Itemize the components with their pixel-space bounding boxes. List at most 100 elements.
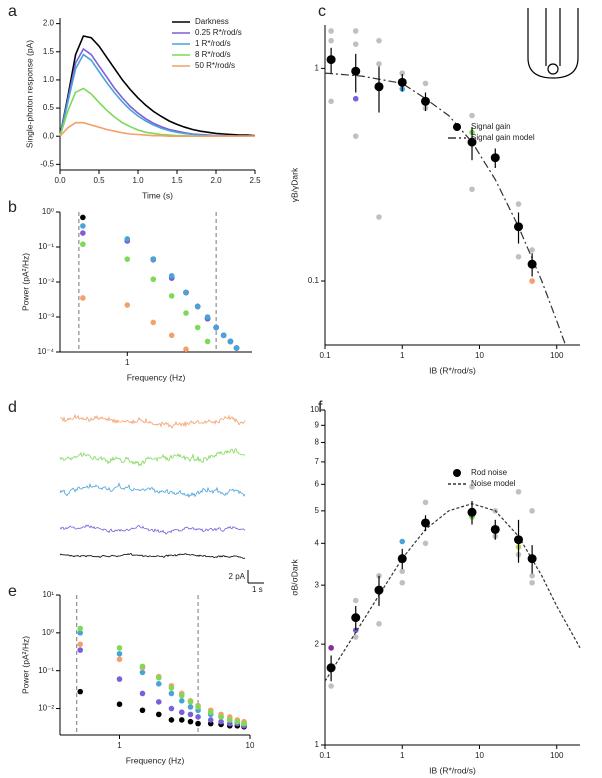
y-tick-label: 2 xyxy=(315,639,320,648)
y-tick-label: -0.5 xyxy=(40,159,54,168)
data-point xyxy=(529,247,535,253)
y-tick-label: 0.0 xyxy=(43,131,55,140)
y-tick-label: 1.5 xyxy=(43,47,55,56)
y-axis-label: Power (pA²/Hz) xyxy=(20,253,30,311)
data-point xyxy=(376,214,382,220)
noise-trace xyxy=(59,524,246,535)
legend-label: Rod noise xyxy=(471,468,508,477)
mean-point xyxy=(351,613,361,623)
legend-label: 0.25 R*/rod/s xyxy=(195,28,242,37)
x-tick-label: 1.0 xyxy=(132,176,144,185)
data-point xyxy=(168,717,175,723)
data-point xyxy=(150,319,157,326)
mean-point xyxy=(514,535,524,545)
x-axis-label: Frequency (Hz) xyxy=(127,372,186,382)
mean-point xyxy=(514,222,524,232)
data-point xyxy=(195,704,201,710)
data-point xyxy=(77,630,84,636)
series-line xyxy=(59,35,256,137)
x-tick-label: 1 xyxy=(400,751,405,760)
data-point xyxy=(218,718,224,725)
noise-trace xyxy=(59,482,246,499)
x-axis-label: Time (s) xyxy=(142,190,173,200)
mean-point xyxy=(421,96,431,106)
panel-label: e xyxy=(8,583,17,600)
axes: 1 10⁻⁴ 10⁻³ 10⁻² 10⁻¹ 10⁰ xyxy=(37,207,252,367)
x-axis-label: IB (R*/rod/s) xyxy=(429,365,476,375)
data-point xyxy=(168,293,175,299)
data-point xyxy=(178,709,185,716)
data-point xyxy=(234,718,241,725)
x-tick-label: 1 xyxy=(125,358,130,367)
data-point xyxy=(207,717,214,723)
data-point xyxy=(183,289,189,296)
legend-label: Darkness xyxy=(195,17,229,26)
mean-point xyxy=(527,259,537,269)
y-tick-label: 0.1 xyxy=(308,276,320,285)
data-point xyxy=(233,345,240,351)
mean-point xyxy=(490,153,500,163)
data-point xyxy=(183,310,189,316)
rod-cartoon xyxy=(527,8,579,79)
y-tick-label: 2.0 xyxy=(43,19,55,28)
y-tick-label: 7 xyxy=(315,457,320,466)
data-point xyxy=(168,273,175,279)
data-point xyxy=(352,95,359,102)
legend-swatch xyxy=(453,469,461,477)
data-point xyxy=(422,499,429,506)
data-point xyxy=(155,711,162,718)
x-axis-label: Frequency (Hz) xyxy=(126,755,185,765)
data-point xyxy=(187,699,194,705)
rod xyxy=(545,8,561,66)
data-point xyxy=(515,488,522,495)
data-point xyxy=(124,256,131,262)
legend-swatch xyxy=(453,123,461,131)
data-point xyxy=(328,28,334,34)
x-tick-label: 100 xyxy=(550,751,564,760)
data-point xyxy=(422,80,429,87)
y-axis-label: γB/γDark xyxy=(289,167,299,202)
y-tick-label: 1 xyxy=(315,740,320,749)
x-tick-label: 1 xyxy=(400,351,405,360)
data-point xyxy=(469,483,475,490)
data-point xyxy=(529,508,535,514)
data-point xyxy=(116,650,123,657)
y-tick-label: 10⁻² xyxy=(38,704,54,713)
data-point xyxy=(139,690,146,697)
legend-label: 8 R*/rod/s xyxy=(195,50,231,59)
data-point xyxy=(178,717,185,723)
data-point xyxy=(168,685,175,691)
data-point xyxy=(183,346,189,353)
data-point xyxy=(204,338,211,345)
y-axis-label: Power (pA²/Hz) xyxy=(20,636,30,694)
x-tick-label: 0.1 xyxy=(319,751,331,760)
y-tick-label: 3 xyxy=(315,580,320,589)
mean-point xyxy=(467,507,477,517)
data-point xyxy=(178,692,185,699)
x-tick-label: 1.5 xyxy=(171,176,183,185)
data-point xyxy=(139,663,146,670)
mean-point xyxy=(397,554,407,564)
data-point xyxy=(77,688,84,695)
x-tick-label: 0.5 xyxy=(93,176,105,185)
pipette xyxy=(527,8,579,79)
axes: 1 10 10⁻² 10⁻¹ 10⁰ 10¹ xyxy=(38,590,255,750)
data-point xyxy=(195,714,201,720)
data-point xyxy=(187,711,194,718)
data-point xyxy=(80,223,86,229)
data-point xyxy=(139,669,146,676)
series-line xyxy=(324,503,581,682)
data-point xyxy=(399,568,406,575)
data-point xyxy=(529,579,535,586)
x-tick-label: 10 xyxy=(475,751,484,760)
data-point xyxy=(399,70,406,76)
data-point xyxy=(168,690,175,697)
mean-point xyxy=(397,77,407,87)
mean-point xyxy=(374,82,384,92)
data-point xyxy=(328,98,334,105)
y-axis-label: σB/σDark xyxy=(289,559,299,596)
y-tick-label: 5 xyxy=(315,506,320,515)
data-point xyxy=(80,230,86,236)
data-point xyxy=(187,718,194,725)
legend-label: Signal gain xyxy=(471,122,511,131)
